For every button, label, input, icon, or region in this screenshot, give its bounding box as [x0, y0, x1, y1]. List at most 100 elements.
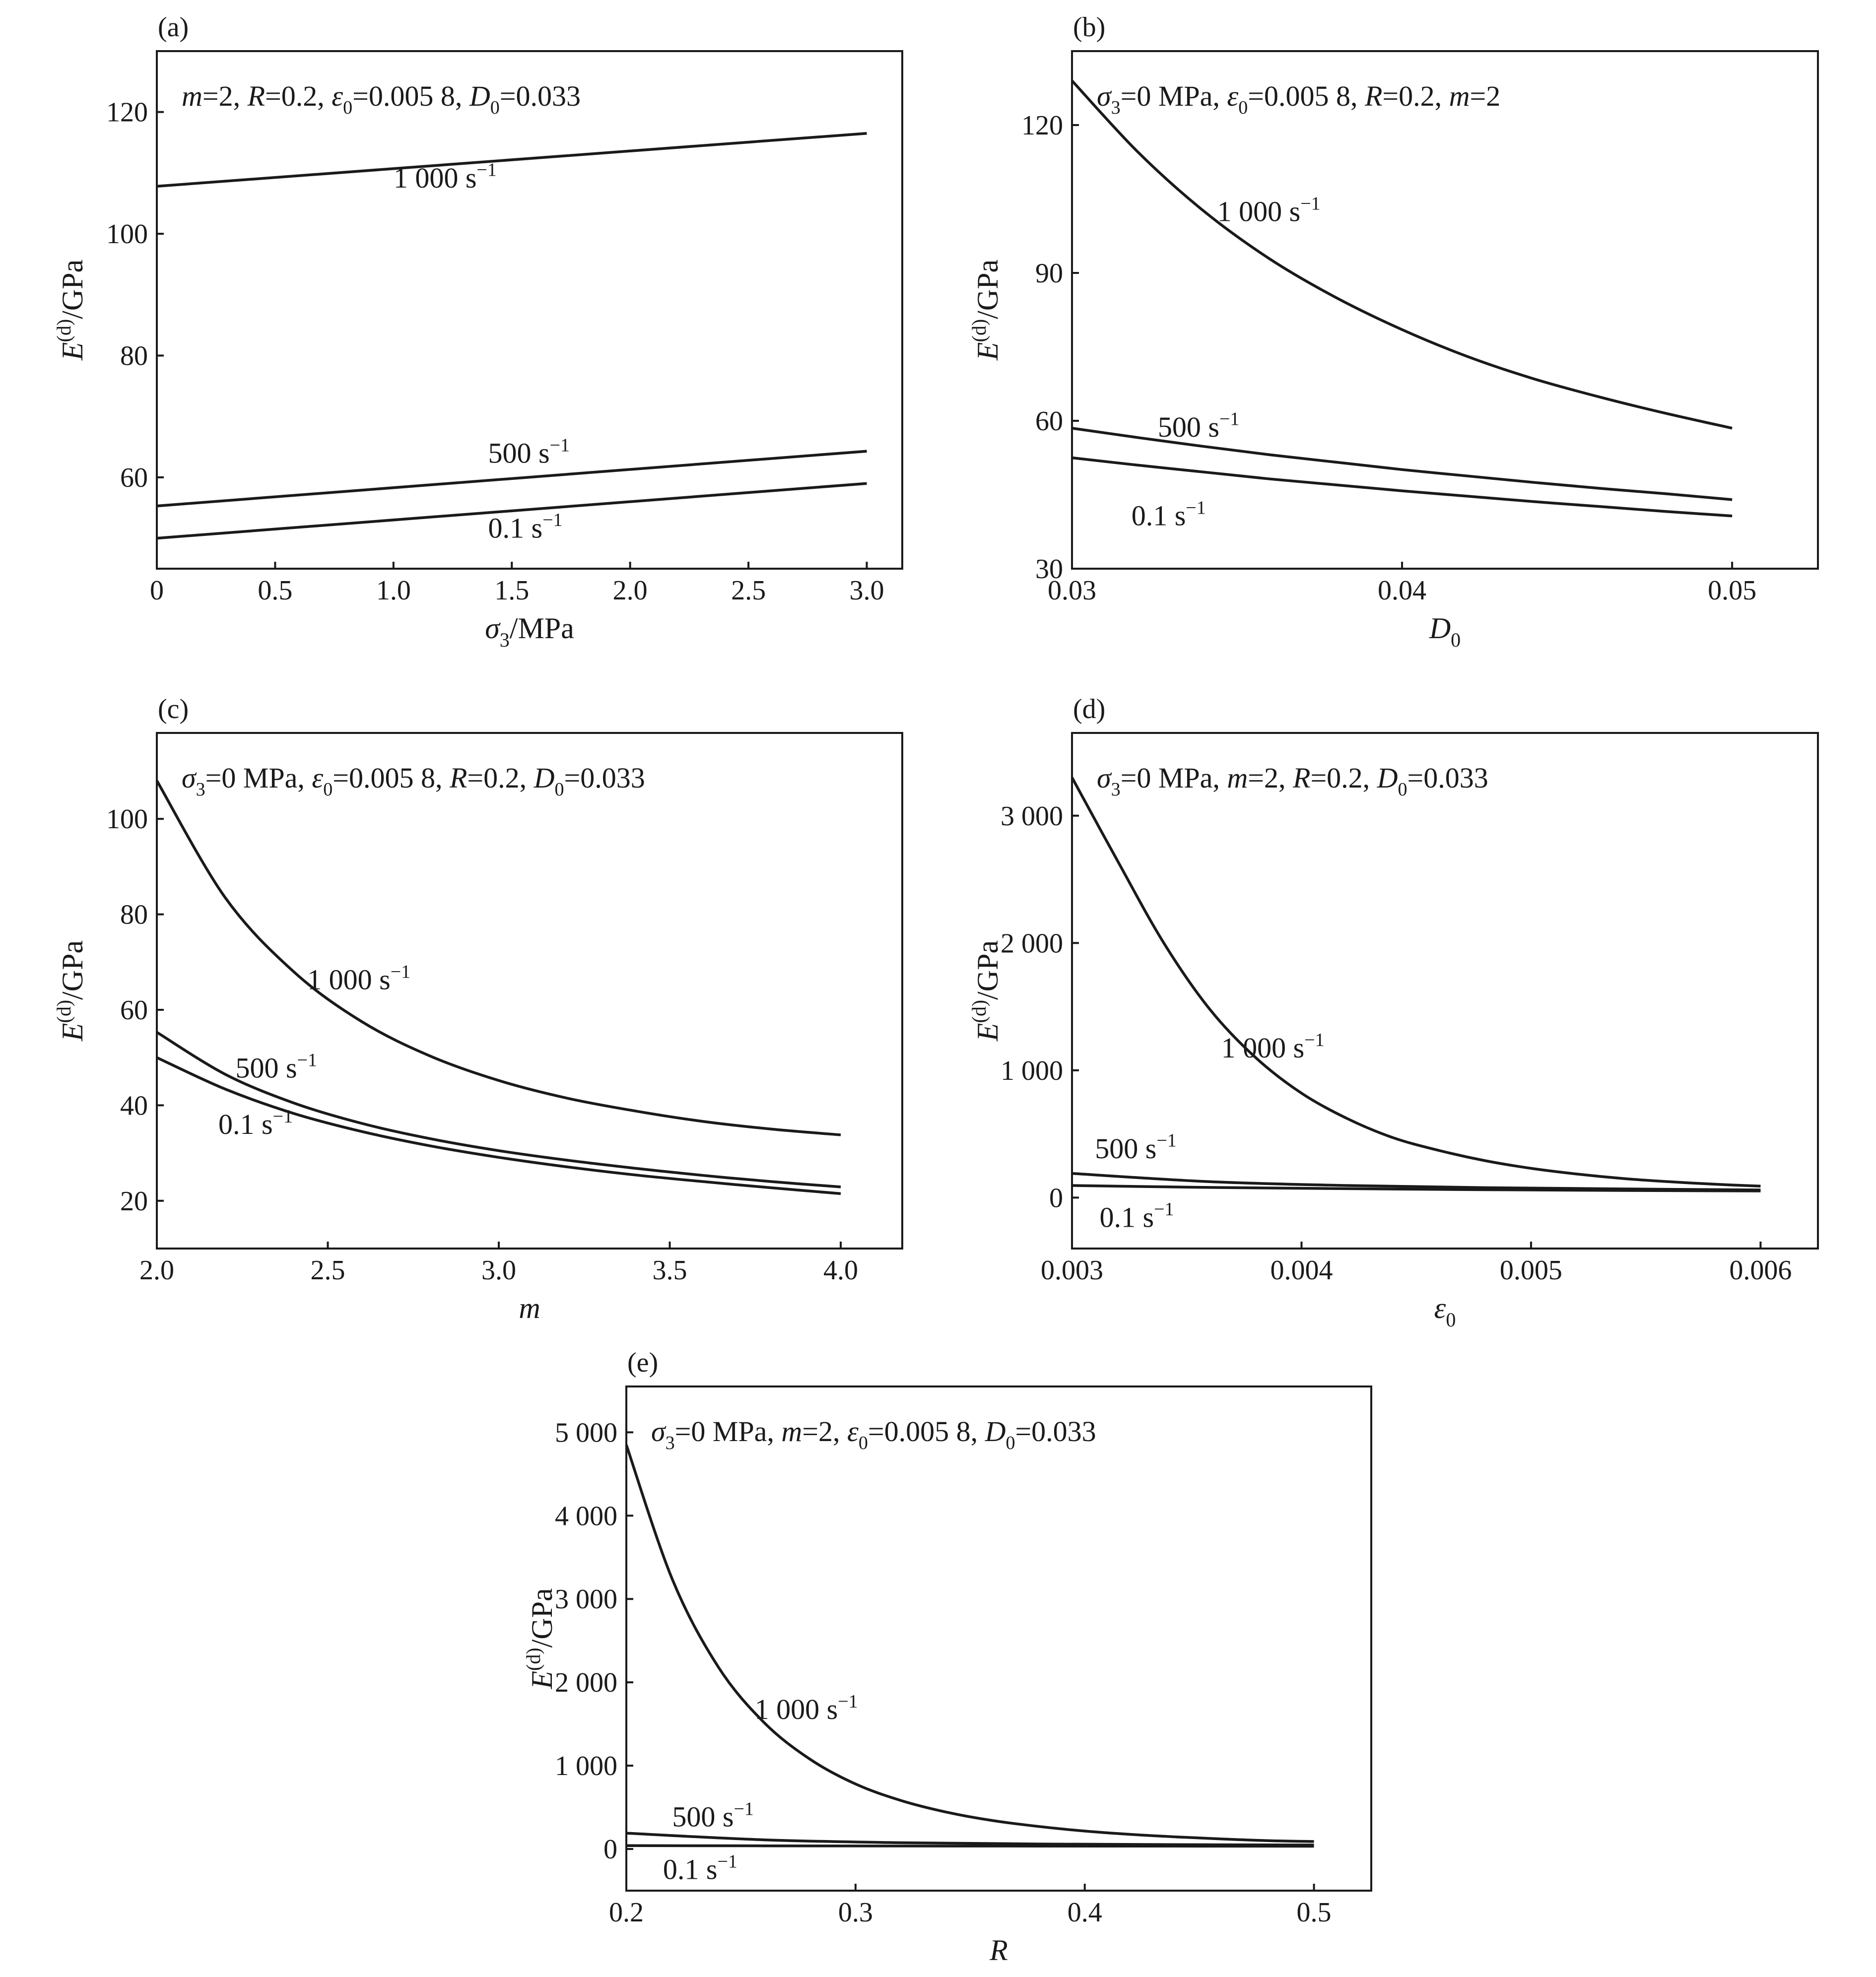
x-tick-label: 0.03 [1048, 575, 1096, 606]
y-tick-label: 2 000 [555, 1667, 617, 1698]
text-run: =2 [1470, 80, 1501, 112]
text-run: D [1377, 762, 1398, 794]
text-run: =0.033 [1015, 1415, 1096, 1448]
text-run: =0.005 8, [352, 80, 469, 112]
text-run: =0.005 8, [868, 1415, 985, 1448]
text-run: =0.005 8, [1248, 80, 1365, 112]
text-run: −1 [273, 1106, 293, 1127]
text-run: ε [312, 762, 323, 794]
parameter-annotation: m=2, R=0.2, ε0=0.005 8, D0=0.033 [182, 80, 581, 118]
text-run: 0.1 s [218, 1108, 273, 1140]
y-tick-label: 80 [120, 341, 148, 372]
x-tick-label: 0.4 [1068, 1897, 1102, 1928]
text-run: 500 s [1158, 411, 1219, 443]
text-run: m [1227, 762, 1248, 794]
series-label: 1 000 s−1 [1221, 1030, 1325, 1064]
text-run: E [971, 342, 1004, 361]
y-axis-label: E(d)/GPa [968, 260, 1004, 361]
y-tick-label: 30 [1035, 554, 1063, 585]
x-tick-label: 1.0 [376, 575, 411, 606]
y-tick-label: 20 [120, 1186, 148, 1217]
text-run: =2, [202, 80, 248, 112]
text-run: D [985, 1415, 1006, 1448]
text-run: R [1364, 80, 1382, 112]
series-line-2 [156, 1056, 841, 1195]
y-tick-label: 1 000 [1001, 1055, 1063, 1086]
text-run: =2, [802, 1415, 847, 1448]
x-axis-label: D0 [1429, 612, 1461, 651]
series-label: 1 000 s−1 [1217, 194, 1321, 228]
text-run: 0 [343, 97, 352, 118]
y-tick-label: 100 [106, 219, 148, 250]
plot-frame [156, 50, 903, 570]
text-run: =0.2, [265, 80, 332, 112]
text-run: ε [1227, 80, 1238, 112]
text-run: 0.1 s [488, 512, 543, 544]
x-tick-label: 3.0 [481, 1255, 516, 1286]
y-tick-label: 0 [603, 1834, 617, 1865]
series-label: 0.1 s−1 [1099, 1199, 1174, 1233]
series-label: 0.1 s−1 [663, 1851, 737, 1885]
text-run: 0.1 s [1099, 1201, 1154, 1233]
text-run: −1 [391, 961, 410, 982]
text-run: −1 [838, 1691, 858, 1712]
series-line-2 [1072, 1184, 1761, 1192]
text-run: /GPa [971, 940, 1004, 1000]
series-line-1 [1072, 427, 1733, 501]
series-line-1 [156, 450, 867, 508]
parameter-annotation: σ3=0 MPa, m=2, R=0.2, D0=0.033 [1097, 762, 1488, 800]
text-run: =2, [1248, 762, 1293, 794]
text-run: 500 s [672, 1801, 734, 1833]
text-run: σ [182, 762, 197, 794]
y-tick-label: 100 [106, 804, 148, 835]
text-run: E [971, 1023, 1004, 1042]
text-run: m [1449, 80, 1470, 112]
plot-frame [156, 732, 903, 1250]
text-run: ε [1434, 1292, 1446, 1324]
series-line-0 [1071, 79, 1733, 430]
text-run: D [1429, 612, 1451, 645]
text-run: (d) [968, 319, 990, 342]
x-tick-label: 0.005 [1500, 1255, 1562, 1286]
series-line-1 [1072, 1172, 1761, 1191]
chart-panel-a: (a) 0 0.5 1.0 1.5 2.0 2.5 3.0 60 80 100 120 σ3/MPa E(… [53, 12, 903, 651]
series-label: 500 s−1 [1095, 1130, 1177, 1165]
text-run: D [469, 80, 490, 112]
text-run: 3 [666, 1433, 675, 1453]
text-run: (d) [522, 1648, 544, 1671]
y-tick-label: 80 [120, 900, 148, 930]
text-run: m [781, 1415, 802, 1448]
text-run: −1 [1156, 1130, 1176, 1151]
y-tick-label: 5 000 [555, 1417, 617, 1448]
text-run: 0.1 s [663, 1853, 718, 1885]
text-run: ε [847, 1415, 859, 1448]
text-run: ε [332, 80, 343, 112]
series-label: 0.1 s−1 [488, 510, 563, 544]
chart-panel-e: (e) 0.2 0.3 0.4 0.5 0 1 000 2 000 3 000 4 000 5 00… [522, 1347, 1372, 1967]
series-label: 1 000 s−1 [307, 961, 410, 995]
text-run: m [519, 1292, 540, 1324]
text-run: −1 [1300, 194, 1320, 214]
y-tick-label: 3 000 [555, 1584, 617, 1615]
text-run: 500 s [488, 437, 550, 469]
text-run: −1 [297, 1050, 317, 1070]
text-run: 3 [196, 779, 205, 800]
text-run: −1 [542, 510, 562, 530]
text-run: 1 000 s [394, 162, 477, 194]
text-run: 0 [1446, 1309, 1456, 1331]
y-tick-label: 120 [106, 97, 148, 128]
text-run: /GPa [526, 1588, 558, 1648]
y-axis-label: E(d)/GPa [53, 940, 89, 1042]
text-run: 3 [1111, 779, 1121, 800]
chart-panel-c: (c) 2.0 2.5 3.0 3.5 4.0 20 40 60 80 100 m E(d)/GPa σ3… [53, 694, 903, 1324]
text-run: 500 s [235, 1052, 297, 1084]
panel-label: (d) [1073, 694, 1105, 725]
text-run: 1 000 s [1217, 196, 1301, 228]
series-label: 0.1 s−1 [1132, 497, 1206, 531]
x-tick-label: 0.006 [1729, 1255, 1792, 1286]
text-run: =0 MPa, [205, 762, 312, 794]
text-run: 0 [323, 779, 333, 800]
panel-label: (c) [158, 694, 189, 725]
y-axis-label: E(d)/GPa [53, 260, 89, 361]
x-tick-label: 0.3 [838, 1897, 873, 1928]
